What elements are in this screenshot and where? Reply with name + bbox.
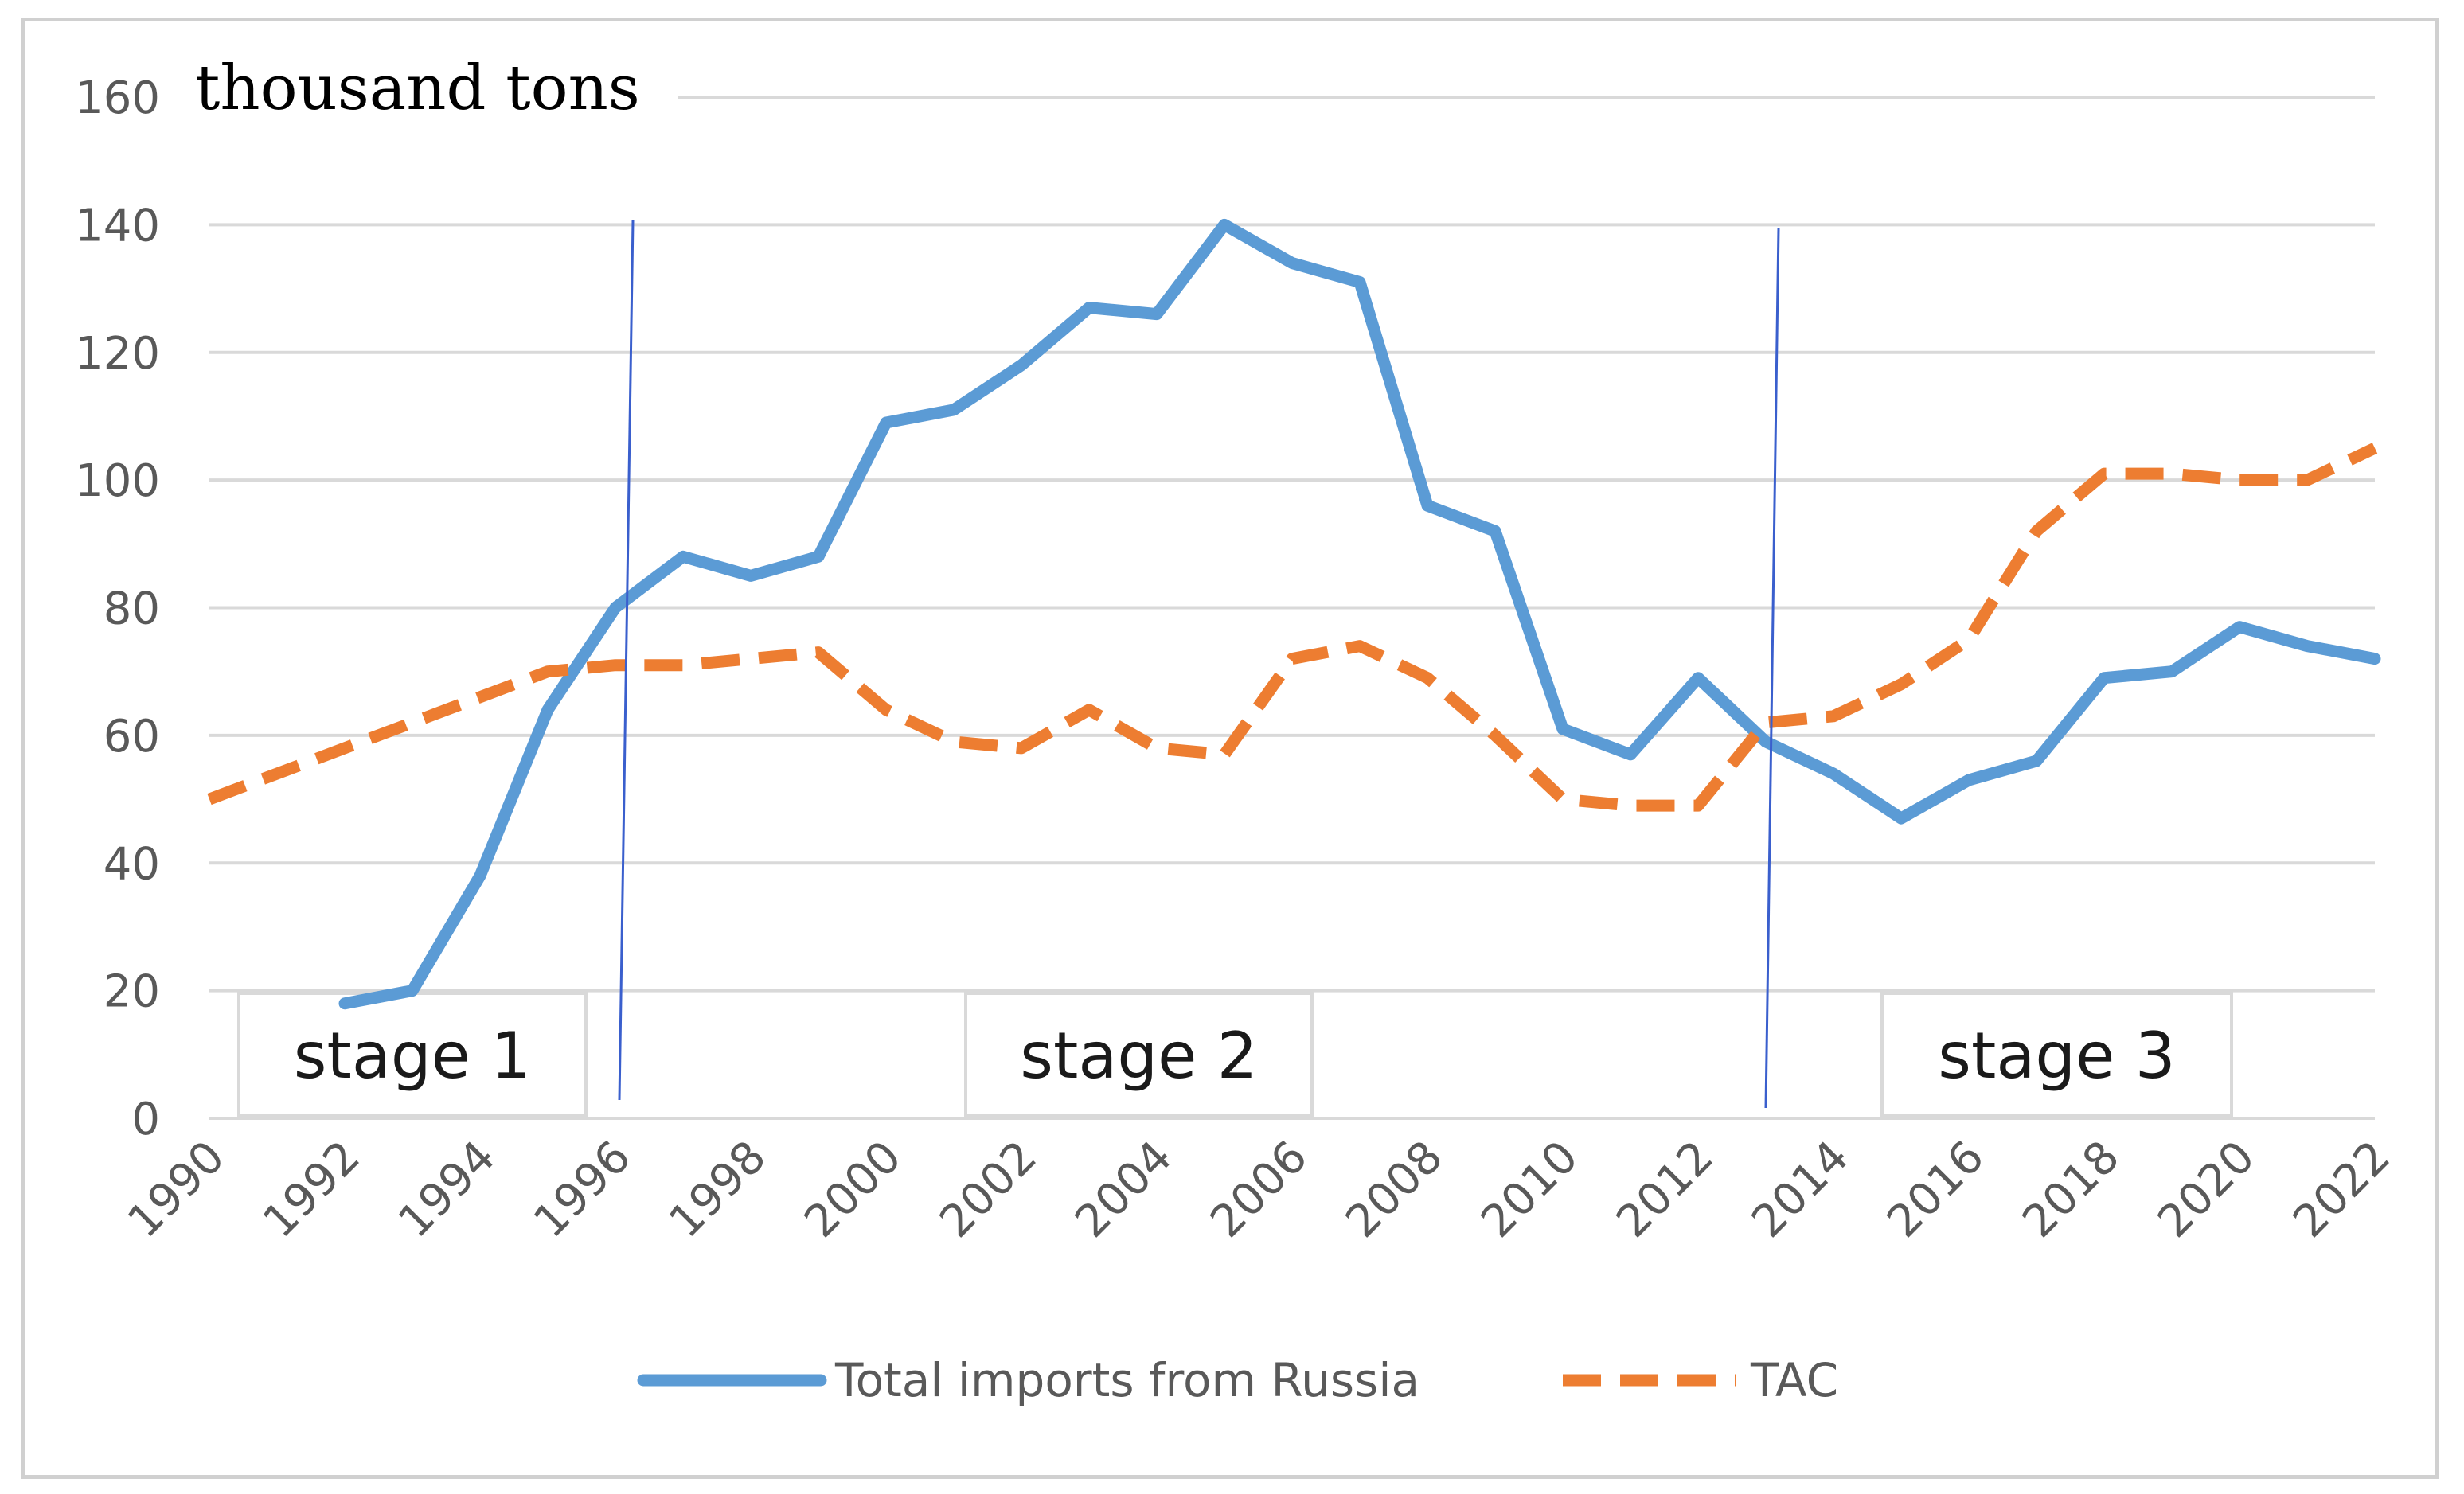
y-tick-label: 40 [103, 838, 160, 890]
stage-box [964, 992, 1314, 1117]
stage-label-3: stage 3 [1880, 992, 2233, 1117]
x-tick-label: 2010 [1471, 1131, 1588, 1248]
x-tick-label: 1996 [524, 1131, 641, 1248]
stage-label-2: stage 2 [964, 992, 1314, 1117]
y-tick-label: 100 [75, 455, 160, 507]
stage-divider-2014 [1764, 228, 1780, 1109]
y-tick-label: 80 [103, 583, 160, 635]
stage-dividers [618, 220, 1780, 1109]
x-tick-label: 2006 [1201, 1131, 1318, 1248]
legend-label: Total imports from Russia [834, 1353, 1419, 1407]
stage-divider-1996 [618, 220, 635, 1101]
line-chart: 0 20 40 60 80 100 120 140 160 1990 1992 1994 1996 19… [75, 53, 2400, 1407]
y-tick-label: 120 [75, 328, 160, 380]
series-layer [207, 218, 2381, 1010]
x-tick-label: 2000 [795, 1131, 912, 1248]
x-tick-label: 2020 [2148, 1131, 2265, 1248]
y-tick-label: 160 [75, 72, 160, 124]
stage-text: stage 3 [1938, 1019, 2175, 1093]
legend: Total imports from Russia TAC [637, 1353, 1838, 1407]
x-tick-label: 1994 [389, 1131, 506, 1248]
series-line-imports [338, 218, 2381, 1010]
series-line-tac [207, 443, 2378, 812]
x-tick-label: 2008 [1336, 1131, 1453, 1248]
legend-item-tac: TAC [1563, 1353, 1838, 1407]
y-tick-label: 140 [75, 200, 160, 252]
stage-box [237, 992, 588, 1117]
stage-box [1880, 992, 2233, 1117]
x-tick-label: 1992 [253, 1131, 370, 1248]
legend-item-imports: Total imports from Russia [637, 1353, 1419, 1407]
y-axis: 0 20 40 60 80 100 120 140 160 [75, 72, 160, 1145]
x-tick-label: 2012 [1607, 1131, 1724, 1248]
x-tick-label: 2016 [1877, 1131, 1994, 1248]
chart-frame: 0 20 40 60 80 100 120 140 160 1990 1992 1994 1996 19… [21, 18, 2439, 1479]
x-tick-label: 1998 [659, 1131, 776, 1248]
x-tick-label: 2018 [2013, 1131, 2130, 1248]
y-axis-unit-label: thousand tons [195, 53, 640, 124]
stage-label-1: stage 1 [237, 992, 588, 1117]
stage-text: stage 2 [1020, 1019, 1257, 1093]
legend-label: TAC [1750, 1353, 1838, 1407]
y-tick-label: 0 [131, 1094, 160, 1145]
stage-text: stage 1 [294, 1019, 531, 1093]
x-tick-label: 2022 [2283, 1131, 2400, 1248]
x-tick-label: 2004 [1065, 1131, 1182, 1248]
x-tick-label: 1990 [118, 1131, 235, 1248]
y-tick-label: 60 [103, 711, 160, 763]
x-axis: 1990 1992 1994 1996 1998 2000 2002 2004 2006 2008… [118, 1131, 2400, 1248]
x-tick-label: 2002 [930, 1131, 1047, 1248]
stage-labels: stage 1 stage 2 stage 3 [237, 992, 2233, 1117]
y-tick-label: 20 [103, 966, 160, 1018]
grid-layer [209, 96, 2375, 1120]
x-tick-label: 2014 [1742, 1131, 1859, 1248]
